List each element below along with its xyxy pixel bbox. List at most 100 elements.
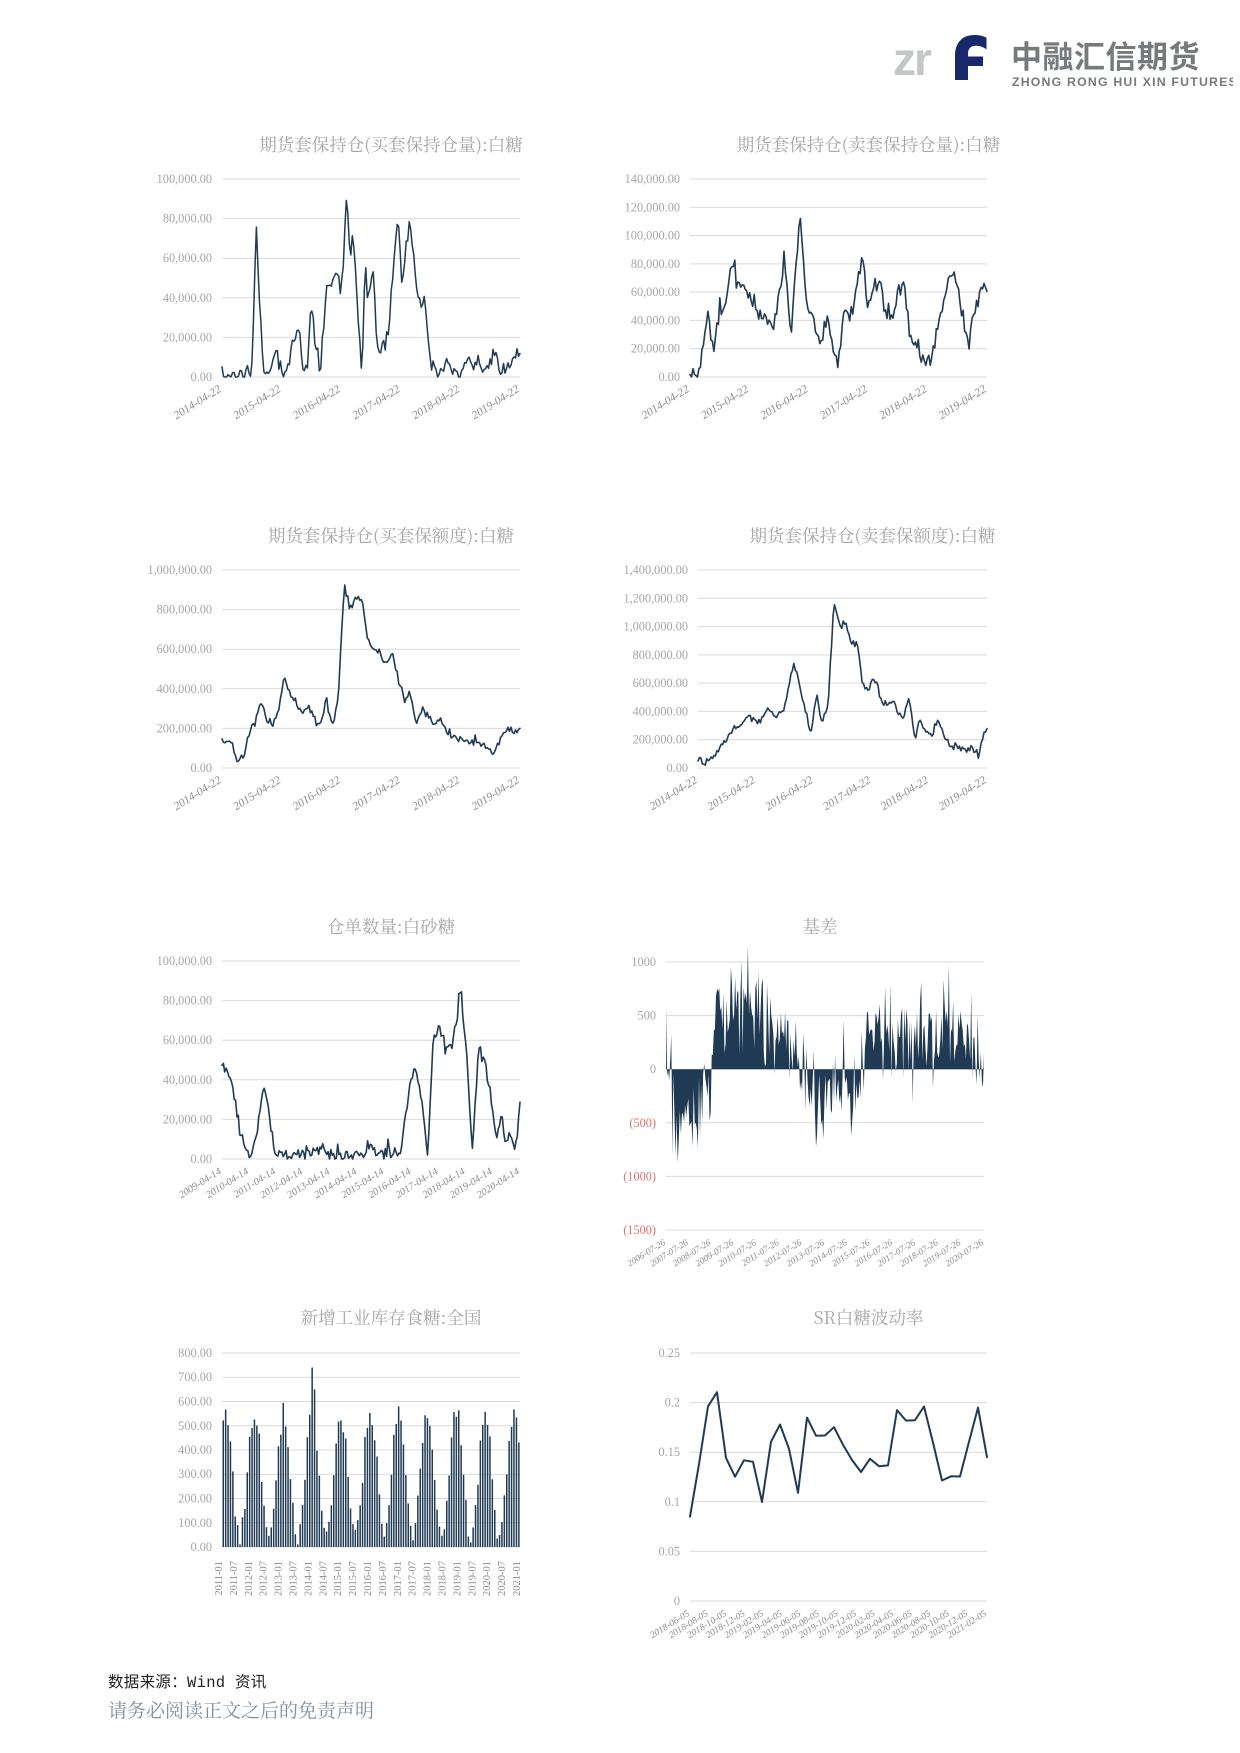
svg-text:2019-01: 2019-01 xyxy=(452,1561,463,1596)
svg-text:2018-04-22: 2018-04-22 xyxy=(410,774,462,813)
svg-text:中融汇信期货: 中融汇信期货 xyxy=(1011,32,1200,77)
svg-text:SR白糖波动率: SR白糖波动率 xyxy=(814,1305,924,1330)
svg-text:0.00: 0.00 xyxy=(658,370,680,384)
svg-text:(1000): (1000) xyxy=(623,1169,656,1183)
svg-text:2013-01: 2013-01 xyxy=(274,1561,285,1596)
svg-text:400,000.00: 400,000.00 xyxy=(157,682,212,696)
svg-text:140,000.00: 140,000.00 xyxy=(625,172,680,186)
svg-text:2020-01: 2020-01 xyxy=(482,1561,493,1596)
svg-text:2016-04-22: 2016-04-22 xyxy=(759,383,811,422)
svg-text:2017-01: 2017-01 xyxy=(393,1561,404,1596)
svg-text:2017-04-22: 2017-04-22 xyxy=(818,383,870,422)
svg-text:2014-04-22: 2014-04-22 xyxy=(172,774,224,813)
svg-text:500: 500 xyxy=(638,1009,656,1023)
svg-text:2019-04-22: 2019-04-22 xyxy=(937,383,989,422)
svg-text:2014-04-22: 2014-04-22 xyxy=(172,383,224,422)
svg-text:0: 0 xyxy=(650,1062,656,1076)
svg-text:800,000.00: 800,000.00 xyxy=(157,603,212,617)
svg-text:0.00: 0.00 xyxy=(190,370,212,384)
svg-text:1,200,000.00: 1,200,000.00 xyxy=(623,591,688,605)
svg-text:2012-07: 2012-07 xyxy=(259,1561,270,1596)
svg-text:ZHONG RONG HUI XIN FUTURES: ZHONG RONG HUI XIN FUTURES xyxy=(1012,75,1233,89)
svg-text:200.00: 200.00 xyxy=(178,1492,212,1506)
svg-text:0: 0 xyxy=(674,1594,680,1608)
svg-text:60,000.00: 60,000.00 xyxy=(631,285,680,299)
svg-text:1,400,000.00: 1,400,000.00 xyxy=(623,563,688,577)
svg-text:2018-04-22: 2018-04-22 xyxy=(410,383,462,422)
svg-text:2018-01: 2018-01 xyxy=(423,1561,434,1596)
svg-text:(1500): (1500) xyxy=(623,1223,656,1237)
svg-text:2015-04-22: 2015-04-22 xyxy=(706,774,758,813)
svg-text:20,000.00: 20,000.00 xyxy=(163,1112,212,1126)
svg-text:2015-04-22: 2015-04-22 xyxy=(231,774,283,813)
svg-text:2014-07: 2014-07 xyxy=(318,1561,329,1596)
svg-text:100,000.00: 100,000.00 xyxy=(157,954,212,968)
svg-text:0.05: 0.05 xyxy=(658,1544,680,1558)
svg-text:80,000.00: 80,000.00 xyxy=(163,212,212,226)
svg-text:期货套保持仓(卖套保额度):白糖: 期货套保持仓(卖套保额度):白糖 xyxy=(750,523,996,548)
svg-text:500.00: 500.00 xyxy=(178,1419,212,1433)
svg-text:基差: 基差 xyxy=(803,914,838,939)
svg-text:期货套保持仓(买套保额度):白糖: 期货套保持仓(买套保额度):白糖 xyxy=(268,523,514,548)
svg-text:120,000.00: 120,000.00 xyxy=(625,200,680,214)
svg-text:200,000.00: 200,000.00 xyxy=(157,721,212,735)
svg-text:2016-01: 2016-01 xyxy=(363,1561,374,1596)
svg-text:2019-04-22: 2019-04-22 xyxy=(470,383,522,422)
svg-text:2016-04-22: 2016-04-22 xyxy=(291,774,343,813)
svg-text:2017-04-22: 2017-04-22 xyxy=(821,774,873,813)
svg-text:新增工业库存食糖:全国: 新增工业库存食糖:全国 xyxy=(301,1305,482,1330)
svg-text:2018-04-22: 2018-04-22 xyxy=(877,383,929,422)
svg-text:2016-07: 2016-07 xyxy=(378,1561,389,1596)
svg-text:2017-04-22: 2017-04-22 xyxy=(351,774,403,813)
svg-text:2017-07: 2017-07 xyxy=(408,1561,419,1596)
svg-text:2018-04-22: 2018-04-22 xyxy=(879,774,931,813)
svg-text:80,000.00: 80,000.00 xyxy=(631,257,680,271)
svg-text:2015-01: 2015-01 xyxy=(333,1561,344,1596)
svg-text:0.00: 0.00 xyxy=(190,1540,212,1554)
svg-text:2016-04-22: 2016-04-22 xyxy=(763,774,815,813)
svg-text:(500): (500) xyxy=(629,1116,656,1130)
svg-text:800,000.00: 800,000.00 xyxy=(633,648,688,662)
svg-text:2021-01: 2021-01 xyxy=(512,1561,523,1596)
svg-text:2015-04-22: 2015-04-22 xyxy=(699,383,751,422)
svg-text:2014-04-22: 2014-04-22 xyxy=(648,774,700,813)
svg-text:期货套保持仓(买套保持仓量):白糖: 期货套保持仓(买套保持仓量):白糖 xyxy=(259,132,522,157)
svg-text:200,000.00: 200,000.00 xyxy=(633,733,688,747)
svg-text:600.00: 600.00 xyxy=(178,1395,212,1409)
svg-text:1000: 1000 xyxy=(631,955,656,969)
svg-text:2020-07: 2020-07 xyxy=(497,1561,508,1596)
svg-text:800.00: 800.00 xyxy=(178,1346,212,1360)
svg-text:0.00: 0.00 xyxy=(666,761,688,775)
svg-text:2013-07: 2013-07 xyxy=(289,1561,300,1596)
svg-text:1,000,000.00: 1,000,000.00 xyxy=(623,620,688,634)
svg-text:0.00: 0.00 xyxy=(190,1152,212,1166)
svg-text:2015-07: 2015-07 xyxy=(348,1561,359,1596)
svg-text:600,000.00: 600,000.00 xyxy=(157,642,212,656)
svg-text:zr: zr xyxy=(893,33,932,85)
svg-text:0.00: 0.00 xyxy=(190,761,212,775)
svg-text:2011-01: 2011-01 xyxy=(214,1561,225,1596)
svg-text:2014-01: 2014-01 xyxy=(303,1561,314,1596)
svg-text:2011-07: 2011-07 xyxy=(229,1561,240,1596)
svg-text:700.00: 700.00 xyxy=(178,1370,212,1384)
svg-text:0.15: 0.15 xyxy=(658,1445,680,1459)
svg-text:300.00: 300.00 xyxy=(178,1467,212,1481)
svg-text:100,000.00: 100,000.00 xyxy=(625,229,680,243)
svg-text:2018-07: 2018-07 xyxy=(438,1561,449,1596)
svg-text:2019-04-22: 2019-04-22 xyxy=(470,774,522,813)
svg-text:2015-04-22: 2015-04-22 xyxy=(231,383,283,422)
svg-text:80,000.00: 80,000.00 xyxy=(163,994,212,1008)
svg-text:60,000.00: 60,000.00 xyxy=(163,251,212,265)
svg-text:100,000.00: 100,000.00 xyxy=(157,172,212,186)
svg-text:600,000.00: 600,000.00 xyxy=(633,676,688,690)
svg-text:100.00: 100.00 xyxy=(178,1516,212,1530)
svg-text:0.25: 0.25 xyxy=(658,1346,680,1360)
svg-text:400.00: 400.00 xyxy=(178,1443,212,1457)
svg-text:2019-04-22: 2019-04-22 xyxy=(937,774,989,813)
svg-text:400,000.00: 400,000.00 xyxy=(633,704,688,718)
svg-text:40,000.00: 40,000.00 xyxy=(631,313,680,327)
svg-text:2017-04-22: 2017-04-22 xyxy=(351,383,403,422)
svg-text:2012-01: 2012-01 xyxy=(244,1561,255,1596)
svg-text:40,000.00: 40,000.00 xyxy=(163,1073,212,1087)
svg-text:60,000.00: 60,000.00 xyxy=(163,1033,212,1047)
